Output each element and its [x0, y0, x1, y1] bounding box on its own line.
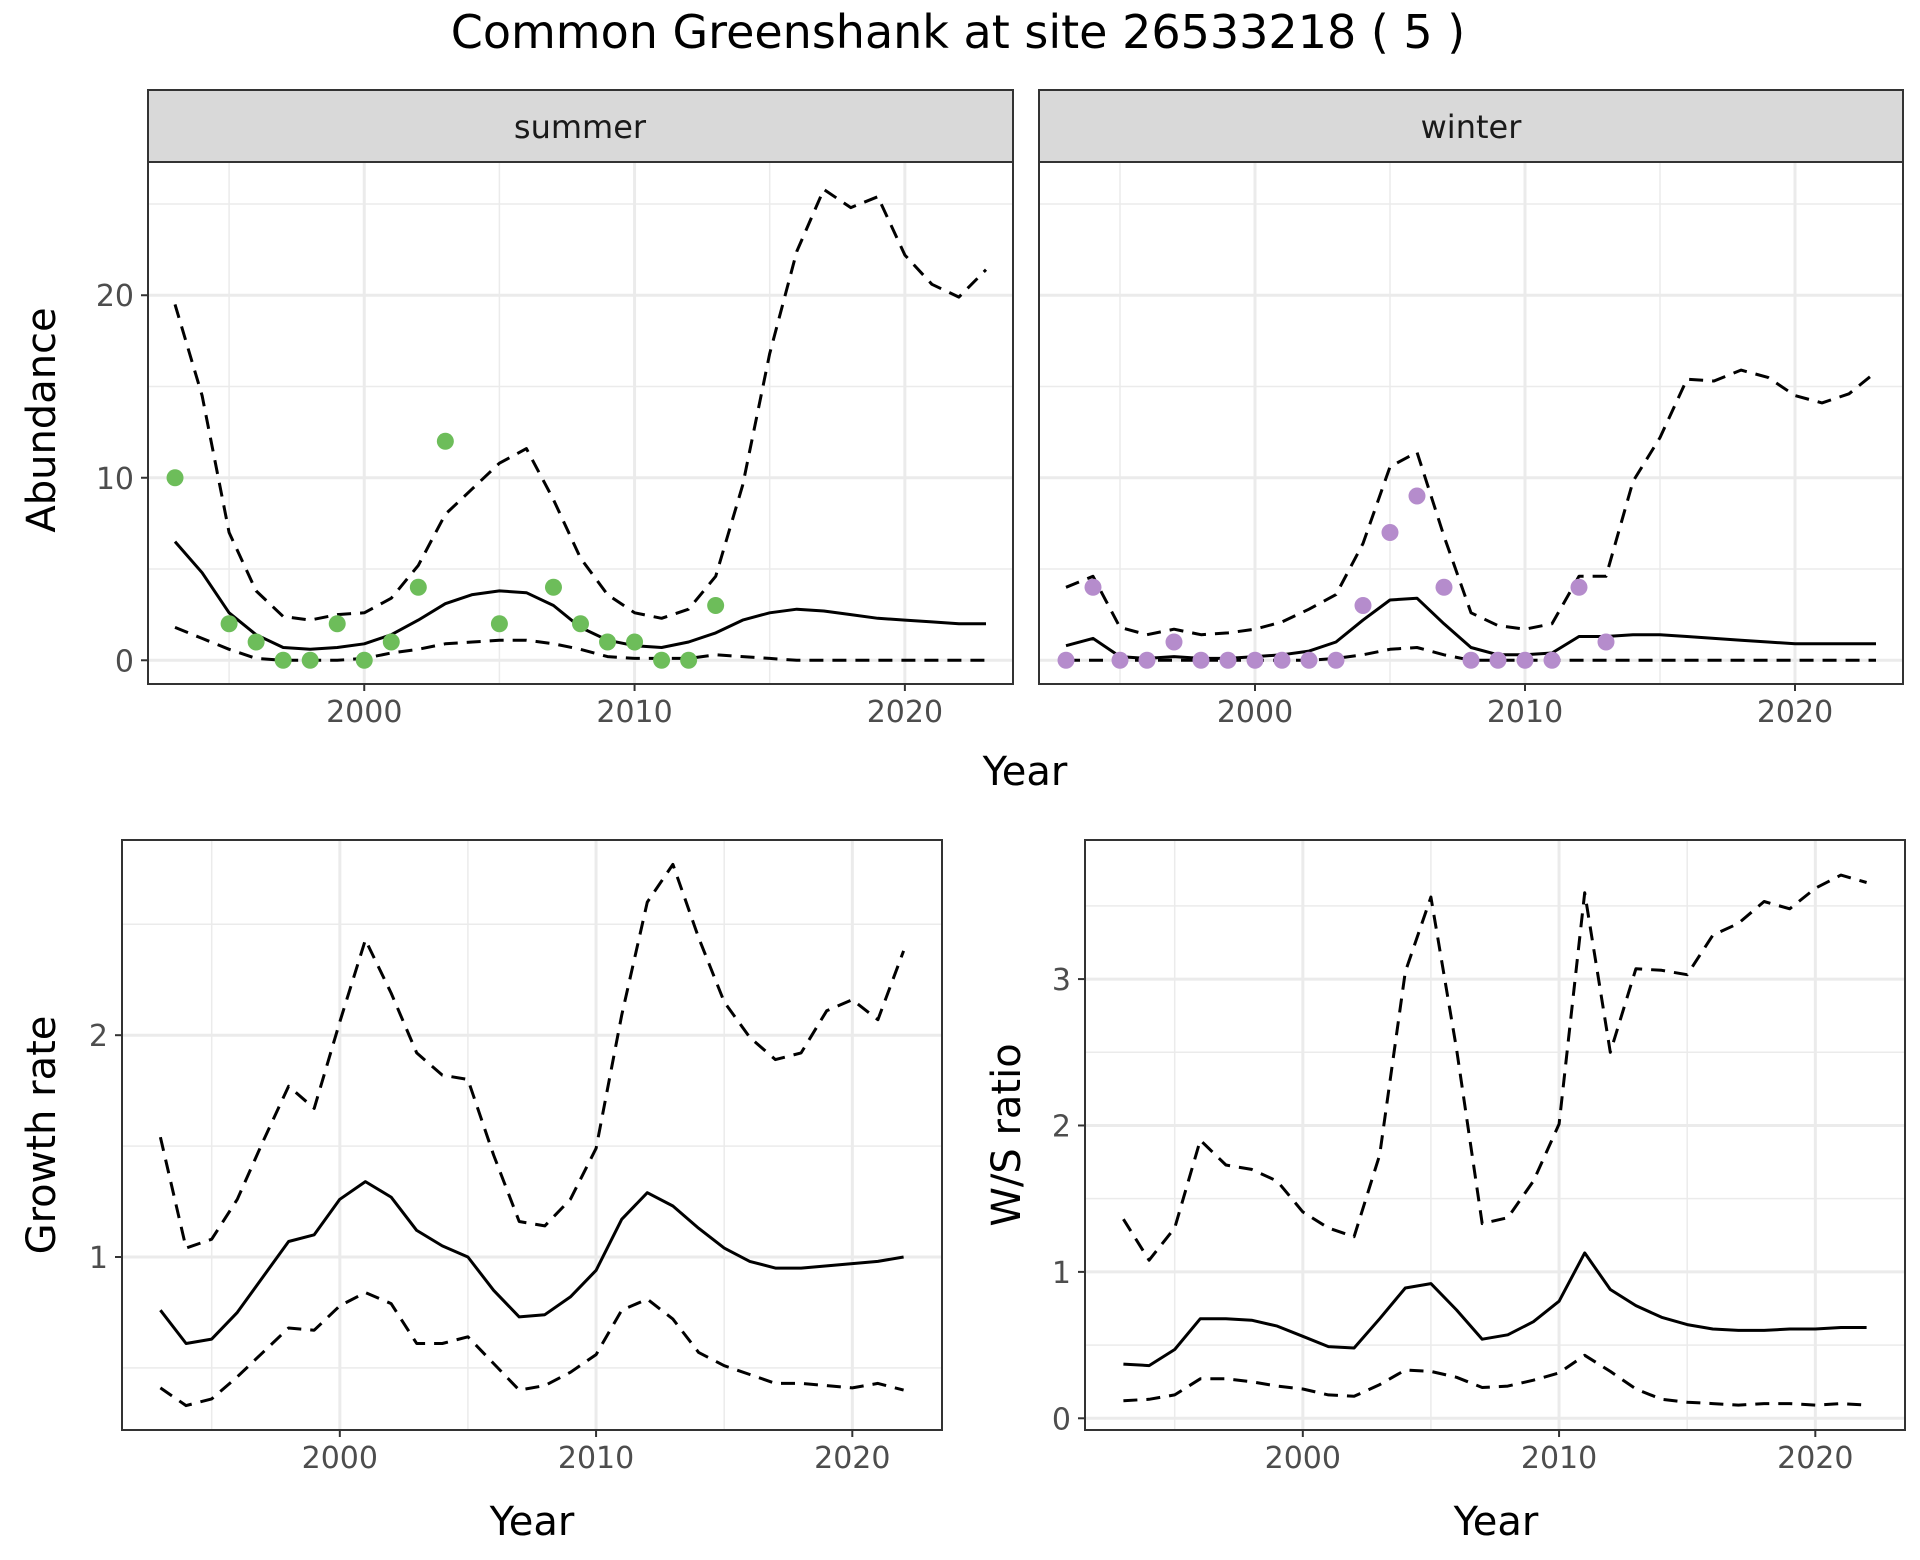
winter-observed-point [1219, 651, 1237, 669]
ratio-estimate-line [1123, 1251, 1867, 1368]
winter-observed-point [1570, 578, 1588, 596]
winter-plot-area: 2000 2010 2020 [1038, 161, 1904, 730]
summer-upper-bound-line [173, 187, 988, 622]
summer-observed-point [247, 633, 265, 651]
ratio-x-tick-label: 2010 [1521, 1441, 1597, 1476]
winter-x-tick-label: 2010 [1487, 695, 1563, 730]
summer-observed-point [599, 633, 617, 651]
winter-observed-point [1138, 651, 1156, 669]
ratio-lower-bound-line [1123, 1353, 1867, 1407]
abundance-x-axis-title: Year [982, 749, 1068, 795]
summer-panel-border [147, 161, 1014, 685]
winter-observed-point [1111, 651, 1129, 669]
winter-x-tick-label: 2020 [1757, 695, 1833, 730]
ratio-y-tick-label: 3 [1052, 963, 1071, 998]
winter-observed-point [1543, 651, 1561, 669]
summer-x-tick-label: 2010 [596, 695, 672, 730]
summer-strip-label: summer [514, 108, 647, 146]
summer-observed-point [409, 578, 427, 596]
summer-observed-point [490, 615, 508, 633]
winter-observed-point [1516, 651, 1534, 669]
ratio-y-tick-label: 2 [1052, 1109, 1071, 1144]
winter-upper-bound-line [1065, 368, 1877, 637]
winter-x-tick-label: 2000 [1217, 695, 1293, 730]
summer-strip [147, 89, 1014, 163]
winter-observed-point [1327, 651, 1345, 669]
winter-observed-point [1489, 651, 1507, 669]
winter-observed-point [1381, 524, 1399, 542]
ratio-y-tick-label: 1 [1052, 1256, 1071, 1291]
growth-x-tick-label: 2020 [814, 1441, 890, 1476]
ratio-y-tick-label: 0 [1052, 1402, 1071, 1437]
growth-y-axis-title: Growth rate [19, 1016, 65, 1255]
summer-observed-point [166, 469, 184, 487]
winter-observed-point [1435, 578, 1453, 596]
summer-panel-background [148, 162, 1013, 684]
winter-observed-point [1165, 633, 1183, 651]
summer-observed-point [382, 633, 400, 651]
summer-observed-point [572, 615, 589, 633]
summer-x-tick-label: 2020 [867, 695, 943, 730]
growth-upper-bound-line [158, 862, 906, 1250]
winter-observed-point [1057, 651, 1075, 669]
growth-plot-area: 2000 2010 2020 1 2 [89, 839, 943, 1476]
growth-x-tick-label: 2000 [302, 1441, 378, 1476]
ws-ratio-chart: 2000 2010 2020 0 1 2 3 W/S ratio Year [984, 839, 1906, 1545]
winter-panel-background [1039, 162, 1903, 684]
summer-observed-point [436, 432, 454, 450]
winter-observed-point [1273, 651, 1291, 669]
summer-y-tick-label: 10 [96, 462, 134, 497]
ratio-panel-background [1085, 840, 1905, 1430]
winter-observed-point [1462, 651, 1480, 669]
abundance-chart: summer 2000 2010 2020 0 10 20 winter 2000 2010… [19, 89, 1904, 795]
ratio-x-axis-title: Year [1453, 1499, 1539, 1545]
growth-estimate-line [159, 1180, 904, 1345]
winter-panel-border [1038, 161, 1904, 685]
growth-y-tick-label: 1 [89, 1241, 108, 1276]
summer-y-tick-label: 0 [115, 644, 134, 679]
winter-strip-label: winter [1421, 108, 1523, 146]
growth-panel-background [122, 840, 942, 1430]
summer-observed-point [301, 651, 319, 669]
summer-observed-point [274, 651, 292, 669]
winter-observed-point [1354, 597, 1372, 615]
growth-rate-chart: 2000 2010 2020 1 2 Growth rate Year [19, 839, 943, 1545]
summer-observed-point [653, 651, 671, 669]
summer-x-tick-label: 2000 [326, 695, 402, 730]
ratio-x-tick-label: 2000 [1265, 1441, 1341, 1476]
summer-observed-point [355, 651, 373, 669]
winter-strip [1038, 89, 1904, 163]
ratio-upper-bound-line [1122, 873, 1868, 1262]
winter-lower-bound-line [1066, 646, 1876, 662]
summer-y-tick-label: 20 [96, 279, 134, 314]
summer-plot-area: 2000 2010 2020 0 10 20 [96, 161, 1014, 730]
summer-observed-point [707, 597, 725, 615]
summer-observed-point [626, 633, 644, 651]
ratio-panel-border [1084, 839, 1906, 1431]
summer-observed-point [544, 578, 562, 596]
winter-panel: winter 2000 2010 2020 [1038, 89, 1904, 730]
summer-observed-point [328, 615, 346, 633]
ratio-plot-area: 2000 2010 2020 0 1 2 3 [1052, 839, 1906, 1476]
growth-y-tick-label: 2 [89, 1019, 108, 1054]
abundance-y-axis-title: Abundance [19, 307, 65, 532]
summer-observed-point [680, 651, 698, 669]
winter-observed-point [1597, 633, 1615, 651]
winter-observed-point [1192, 651, 1210, 669]
ratio-y-axis-title: W/S ratio [984, 1043, 1030, 1226]
summer-observed-point [220, 615, 238, 633]
growth-lower-bound-line [159, 1291, 904, 1408]
growth-x-tick-label: 2010 [558, 1441, 634, 1476]
winter-observed-point [1246, 651, 1264, 669]
winter-observed-point [1408, 487, 1426, 505]
summer-panel: summer 2000 2010 2020 0 10 20 [96, 89, 1014, 730]
winter-observed-point [1300, 651, 1318, 669]
winter-observed-point [1084, 578, 1102, 596]
chart-title: Common Greenshank at site 26533218 ( 5 ) [451, 5, 1466, 59]
growth-x-axis-title: Year [489, 1499, 575, 1545]
ratio-x-tick-label: 2020 [1777, 1441, 1853, 1476]
growth-panel-border [121, 839, 943, 1431]
